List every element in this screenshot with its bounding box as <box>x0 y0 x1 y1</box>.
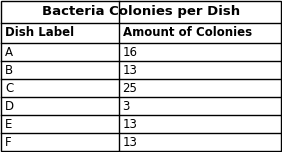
Text: 13: 13 <box>123 64 138 76</box>
Text: 13: 13 <box>123 117 138 131</box>
Text: D: D <box>5 100 14 112</box>
Text: 13: 13 <box>123 135 138 149</box>
Text: F: F <box>5 135 12 149</box>
Text: Bacteria Colonies per Dish: Bacteria Colonies per Dish <box>42 5 240 19</box>
Text: C: C <box>5 81 13 95</box>
Text: 3: 3 <box>123 100 130 112</box>
Text: Dish Label: Dish Label <box>5 26 74 40</box>
Text: E: E <box>5 117 12 131</box>
Text: 25: 25 <box>123 81 138 95</box>
Text: A: A <box>5 45 13 59</box>
Text: Amount of Colonies: Amount of Colonies <box>123 26 252 40</box>
Text: 16: 16 <box>123 45 138 59</box>
Text: B: B <box>5 64 13 76</box>
